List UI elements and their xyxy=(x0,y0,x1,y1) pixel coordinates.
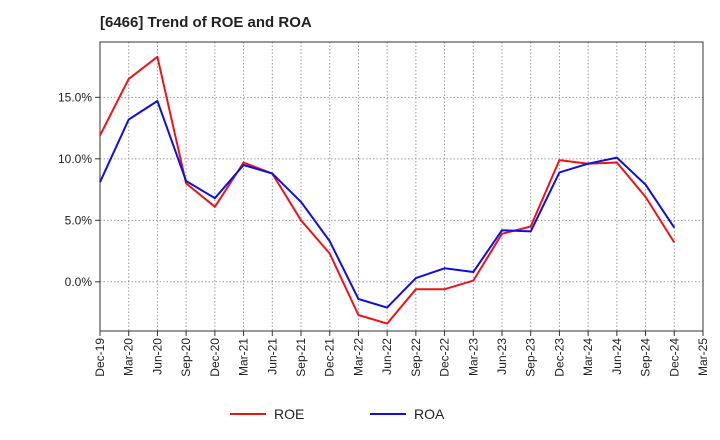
y-tick-label: 15.0% xyxy=(58,90,92,104)
x-tick-label: Sep-23 xyxy=(524,338,538,377)
series-line-roa xyxy=(99,100,676,309)
x-tick-label: Dec-21 xyxy=(323,338,337,377)
x-tick-label: Dec-20 xyxy=(208,338,222,377)
x-tick-label: Jun-22 xyxy=(380,338,394,375)
x-tick-label: Sep-21 xyxy=(294,338,308,377)
grid-lines xyxy=(99,42,704,331)
x-tick-label: Mar-24 xyxy=(581,338,595,376)
chart-title: [6466] Trend of ROE and ROA xyxy=(100,14,312,31)
x-tick-label: Sep-22 xyxy=(409,338,423,377)
y-tick-label: 10.0% xyxy=(58,152,92,166)
plot-area-border xyxy=(99,41,704,332)
x-tick-label: Jun-21 xyxy=(265,338,279,375)
axes xyxy=(95,41,704,336)
x-tick-label: Sep-24 xyxy=(639,338,653,377)
x-tick-label: Mar-20 xyxy=(122,338,136,376)
x-tick-label: Dec-22 xyxy=(438,338,452,377)
x-tick-label: Mar-23 xyxy=(466,338,480,376)
x-tick-label: Mar-25 xyxy=(696,338,710,376)
x-tick-label: Dec-19 xyxy=(93,338,107,377)
x-tick-label: Jun-23 xyxy=(495,338,509,375)
x-tick-label: Sep-20 xyxy=(179,338,193,377)
series-lines xyxy=(99,55,676,325)
y-tick-label: 5.0% xyxy=(65,213,93,227)
series-line-roe xyxy=(99,55,676,325)
legend-label-roa: ROA xyxy=(414,406,445,422)
x-tick-label: Dec-23 xyxy=(552,338,566,377)
x-tick-label: Mar-21 xyxy=(237,338,251,376)
x-tick-label: Jun-24 xyxy=(610,338,624,375)
x-tick-label: Mar-22 xyxy=(351,338,365,376)
y-tick-label: 0.0% xyxy=(65,275,93,289)
x-tick-label: Dec-24 xyxy=(667,338,681,377)
x-tick-label: Jun-20 xyxy=(150,338,164,375)
tick-labels: 0.0% 5.0% 10.0% 15.0% Dec-19 Mar-20 Jun-20 Sep-… xyxy=(58,90,710,376)
legend: ROE ROA xyxy=(230,406,445,422)
legend-label-roe: ROE xyxy=(274,406,304,422)
